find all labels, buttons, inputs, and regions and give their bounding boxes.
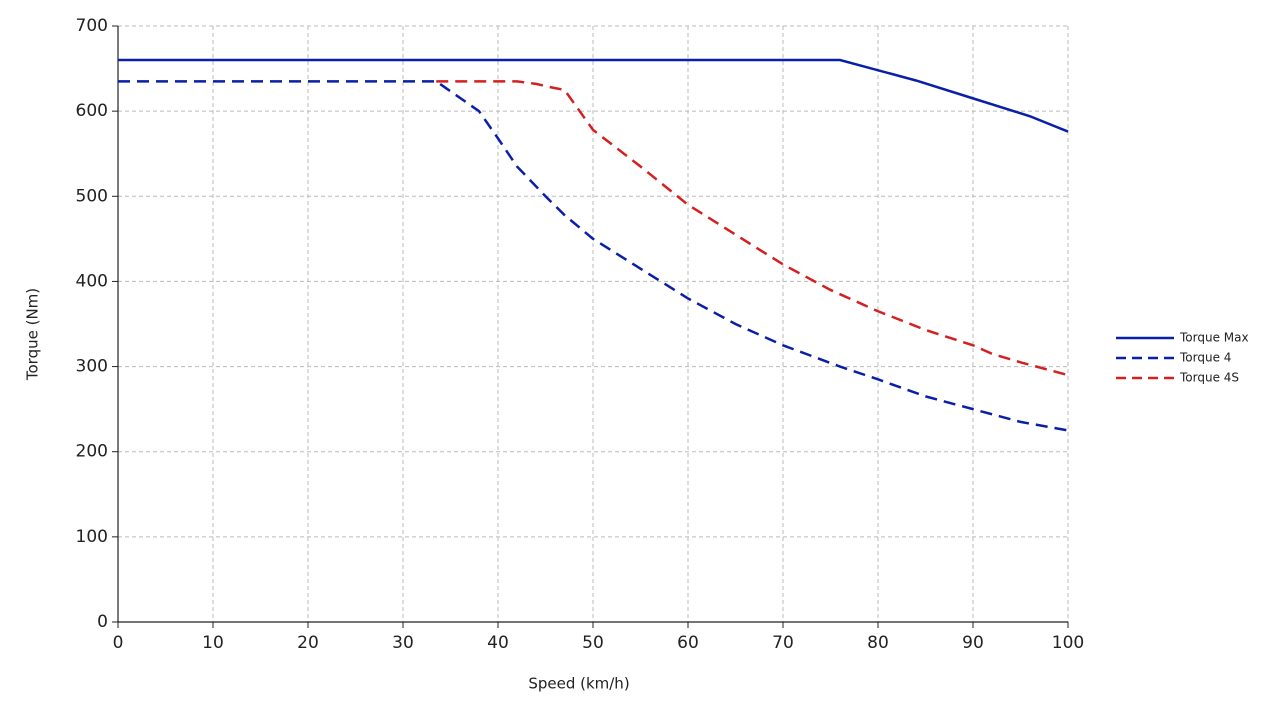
y-tick-label: 100 (76, 527, 108, 547)
y-tick-label: 200 (76, 442, 108, 462)
x-tick-label: 0 (113, 633, 124, 653)
series-line (118, 58, 1069, 133)
x-tick-label: 50 (582, 633, 604, 653)
legend-label: Torque 4 (1179, 351, 1231, 365)
x-tick-label: 80 (867, 633, 889, 653)
x-tick-label: 90 (962, 633, 984, 653)
x-tick-label: 100 (1052, 633, 1084, 653)
x-tick-label: 30 (392, 633, 414, 653)
x-tick-label: 60 (677, 633, 699, 653)
x-tick-label: 10 (202, 633, 224, 653)
y-tick-label: 300 (76, 357, 108, 377)
y-tick-label: 700 (76, 16, 108, 36)
y-tick-label: 500 (76, 186, 108, 206)
y-tick-label: 600 (76, 101, 108, 121)
y-tick-label: 400 (76, 271, 108, 291)
x-tick-label: 70 (772, 633, 794, 653)
y-tick-label: 0 (97, 612, 108, 632)
series-line (118, 80, 1069, 432)
y-axis-title: Torque (Nm) (24, 288, 42, 381)
x-axis-title: Speed (km/h) (528, 675, 629, 693)
x-tick-label: 20 (297, 633, 319, 653)
legend-label: Torque 4S (1179, 371, 1239, 385)
x-tick-label: 40 (487, 633, 509, 653)
legend-label: Torque Max (1179, 331, 1249, 345)
